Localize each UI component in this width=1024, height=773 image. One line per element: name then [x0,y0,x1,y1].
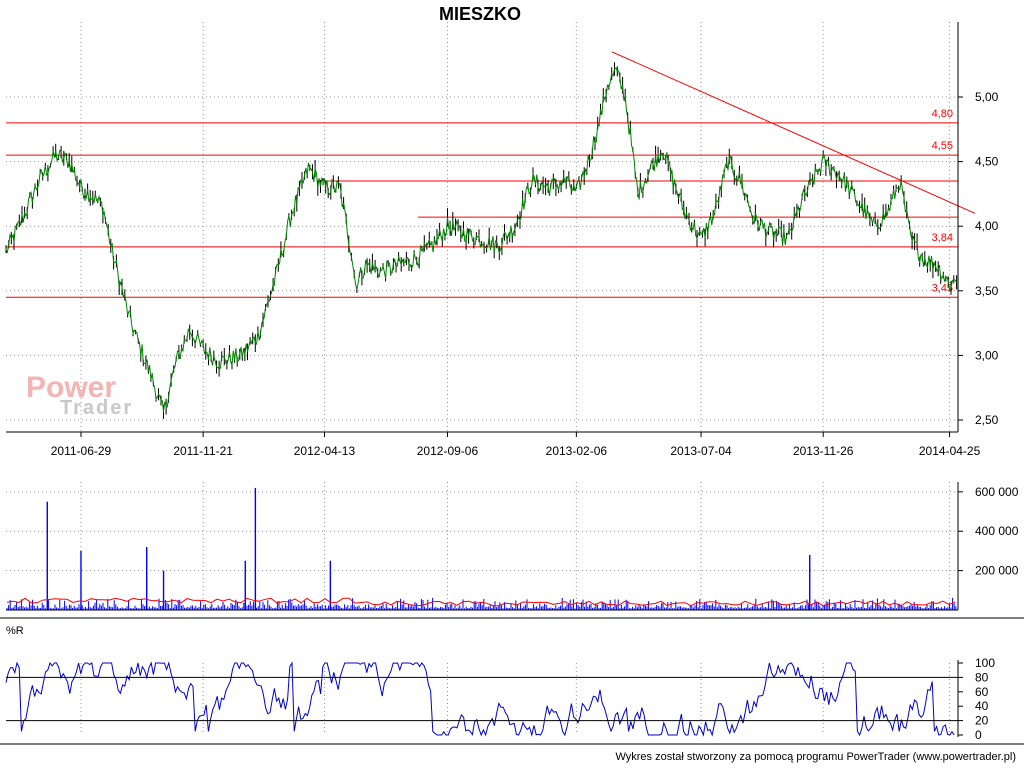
level-label: 3,45 [932,282,953,294]
indicator-title: %R [6,625,24,637]
y-tick-label: 3,00 [975,348,999,362]
y-tick-label: 5,00 [975,90,999,104]
gridlines [6,22,958,735]
x-tick-label: 2012-04-13 [294,444,356,458]
y-tick-label: 2,50 [975,413,999,427]
x-tick-label: 2014-04-25 [919,444,981,458]
watermark-trader: Trader [60,397,133,419]
level-label: 4,55 [932,140,953,152]
wr-series [5,661,958,737]
y-tick-label: 4,50 [975,155,999,169]
x-tick-label: 2012-09-06 [417,444,479,458]
footer-credit: Wykres został stworzony za pomocą progra… [615,751,1016,763]
x-tick-label: 2013-02-06 [546,444,608,458]
volume-tick-label: 200 000 [975,564,1019,578]
wr-tick-label: 80 [975,670,989,684]
x-tick-label: 2011-06-29 [51,444,112,458]
wr-tick-label: 40 [975,699,989,713]
wr-tick-label: 20 [975,714,989,728]
volume-tick-label: 400 000 [975,524,1019,538]
wr-line [5,661,955,737]
wr-tick-label: 100 [975,656,995,670]
watermark: Power Trader [26,371,133,419]
volume-series [6,487,957,610]
wr-tick-label: 0 [975,728,982,742]
wr-tick-label: 60 [975,685,989,699]
volume-average-line [6,597,956,607]
trendline [611,51,976,214]
x-tick-label: 2013-07-04 [670,444,732,458]
watermark-power: Power [26,371,116,404]
price-line [5,67,958,412]
x-tick-label: 2013-11-26 [793,444,854,458]
chart-title: MIESZKO [439,4,521,24]
x-tick-label: 2011-11-21 [173,444,233,458]
level-label: 3,84 [932,232,953,244]
axes: 2011-06-29 2011-11-21 2012-04-13 2012-09-06… [0,22,1024,745]
level-label: 4,80 [932,108,953,120]
volume-tick-label: 600 000 [975,485,1019,499]
volume-bars [6,597,957,610]
y-tick-label: 3,50 [975,284,999,298]
price-series [5,62,958,419]
y-tick-label: 4,00 [975,219,999,233]
